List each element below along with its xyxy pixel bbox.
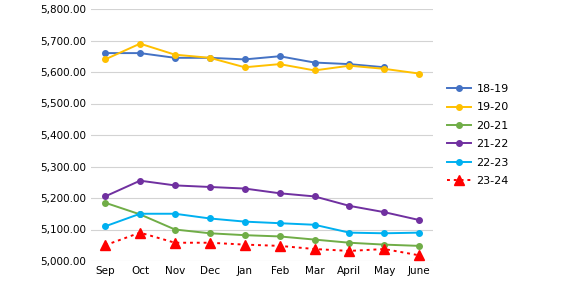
22-23 bbox=[241, 220, 248, 224]
22-23 bbox=[311, 223, 318, 226]
22-23 bbox=[276, 221, 283, 225]
20-21 bbox=[276, 235, 283, 238]
18-19 bbox=[346, 62, 353, 66]
Line: 20-21: 20-21 bbox=[103, 200, 422, 249]
19-20 bbox=[346, 64, 353, 68]
23-24 bbox=[137, 231, 144, 235]
18-19 bbox=[172, 56, 178, 60]
18-19 bbox=[276, 55, 283, 58]
20-21 bbox=[137, 213, 144, 216]
Line: 19-20: 19-20 bbox=[103, 41, 422, 76]
21-22 bbox=[311, 195, 318, 198]
20-21 bbox=[241, 233, 248, 237]
19-20 bbox=[206, 56, 213, 60]
19-20 bbox=[416, 72, 423, 75]
18-19 bbox=[311, 61, 318, 64]
22-23 bbox=[137, 212, 144, 215]
23-24 bbox=[311, 247, 318, 251]
21-22 bbox=[137, 179, 144, 182]
21-22 bbox=[172, 184, 178, 187]
19-20 bbox=[311, 69, 318, 72]
21-22 bbox=[346, 204, 353, 208]
20-21 bbox=[381, 243, 388, 246]
18-19 bbox=[206, 56, 213, 60]
23-24 bbox=[101, 244, 108, 247]
22-23 bbox=[206, 217, 213, 220]
22-23 bbox=[381, 232, 388, 235]
Line: 22-23: 22-23 bbox=[103, 211, 422, 236]
23-24 bbox=[276, 244, 283, 248]
20-21 bbox=[101, 201, 108, 205]
21-22 bbox=[241, 187, 248, 190]
Line: 18-19: 18-19 bbox=[103, 50, 387, 70]
19-20 bbox=[276, 62, 283, 66]
23-24 bbox=[346, 249, 353, 253]
20-21 bbox=[416, 244, 423, 248]
Line: 21-22: 21-22 bbox=[103, 178, 422, 223]
20-21 bbox=[206, 232, 213, 235]
21-22 bbox=[381, 210, 388, 214]
19-20 bbox=[381, 67, 388, 70]
20-21 bbox=[172, 228, 178, 231]
19-20 bbox=[137, 42, 144, 46]
19-20 bbox=[172, 53, 178, 56]
18-19 bbox=[101, 51, 108, 55]
18-19 bbox=[381, 65, 388, 69]
20-21 bbox=[346, 241, 353, 244]
21-22 bbox=[416, 218, 423, 222]
21-22 bbox=[101, 195, 108, 198]
21-22 bbox=[206, 185, 213, 189]
19-20 bbox=[101, 58, 108, 61]
23-24 bbox=[416, 254, 423, 257]
Line: 23-24: 23-24 bbox=[100, 228, 424, 260]
23-24 bbox=[381, 247, 388, 251]
19-20 bbox=[241, 65, 248, 69]
18-19 bbox=[137, 51, 144, 55]
20-21 bbox=[311, 238, 318, 242]
22-23 bbox=[101, 224, 108, 228]
18-19 bbox=[241, 58, 248, 61]
21-22 bbox=[276, 191, 283, 195]
22-23 bbox=[346, 231, 353, 235]
23-24 bbox=[172, 241, 178, 244]
22-23 bbox=[172, 212, 178, 215]
23-24 bbox=[206, 241, 213, 244]
Legend: 18-19, 19-20, 20-21, 21-22, 22-23, 23-24: 18-19, 19-20, 20-21, 21-22, 22-23, 23-24 bbox=[442, 80, 514, 190]
22-23 bbox=[416, 231, 423, 235]
23-24 bbox=[241, 243, 248, 246]
